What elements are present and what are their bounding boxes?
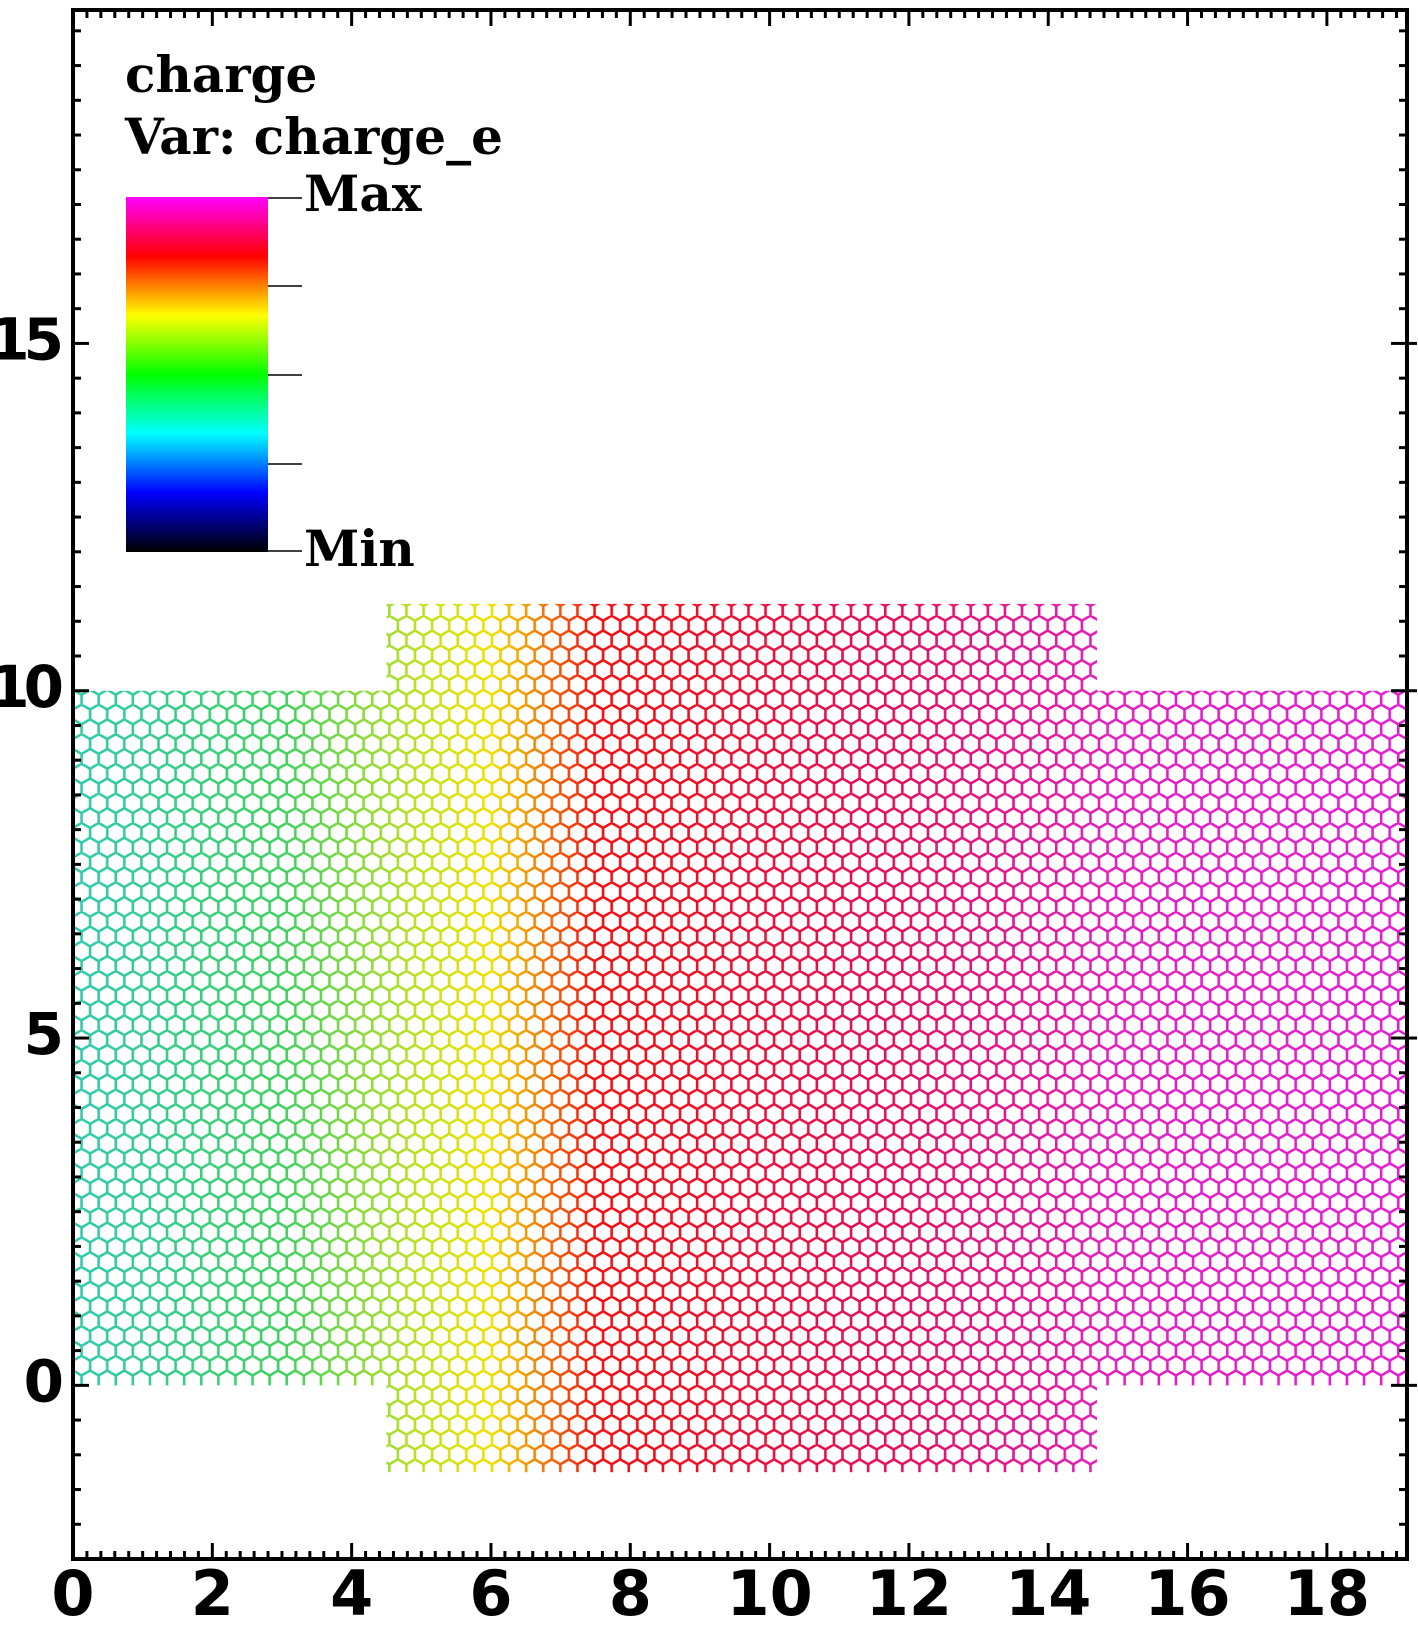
- legend-min: Min: [304, 519, 415, 578]
- x-tick-label: 14: [1005, 1557, 1091, 1630]
- plot-frame: [71, 8, 1409, 1561]
- x-tick-label: 2: [191, 1557, 234, 1630]
- legend-variable: Var: charge_e: [124, 107, 503, 166]
- colorbar: [126, 197, 268, 552]
- x-tick-label: 10: [726, 1557, 812, 1630]
- mesh-region: [1097, 690, 1407, 1386]
- y-tick-label: 0: [24, 1347, 62, 1415]
- x-tick-label: 0: [51, 1557, 94, 1630]
- y-tick-label: 5: [24, 1000, 61, 1068]
- x-tick-label: 4: [330, 1557, 373, 1630]
- x-tick-label: 8: [609, 1557, 652, 1630]
- colorbar-ticks: [268, 197, 302, 552]
- mesh-region: [386, 603, 1098, 1473]
- y-tick-label: 10: [0, 653, 62, 721]
- x-tick-label: 12: [866, 1557, 952, 1630]
- legend-max: Max: [304, 164, 423, 223]
- x-tick-label: 6: [469, 1557, 512, 1630]
- y-tick-label: 15: [0, 306, 61, 374]
- mesh-region: [73, 690, 387, 1386]
- x-tick-label: 18: [1284, 1557, 1370, 1630]
- x-tick-label: 16: [1144, 1557, 1230, 1630]
- legend-title: charge: [125, 45, 317, 104]
